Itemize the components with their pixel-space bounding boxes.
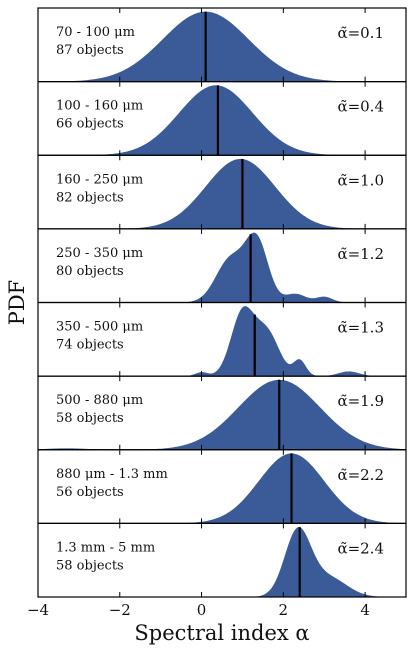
density-area — [38, 453, 406, 524]
panel-range-label: 880 μm - 1.3 mm — [56, 467, 168, 482]
density-area — [38, 85, 406, 156]
panel-median-label: α̃=1.9 — [337, 392, 384, 410]
panel-count-label: 66 objects — [56, 117, 124, 132]
panel-median-label: α̃=0.4 — [337, 98, 384, 116]
panel-count-label: 58 objects — [56, 411, 124, 426]
panel-range-label: 250 - 350 μm — [56, 246, 143, 261]
panel-range-label: 160 - 250 μm — [56, 172, 143, 187]
panel-range-label: 1.3 mm - 5 mm — [56, 540, 155, 555]
y-axis-label: PDF — [5, 280, 29, 326]
panel: 70 - 100 μm 87 objects α̃=0.1 — [37, 7, 407, 83]
panel-count-label: 58 objects — [56, 558, 124, 573]
panel-frame — [37, 522, 407, 598]
density-area — [38, 232, 406, 303]
panel-median-label: α̃=1.3 — [337, 319, 384, 337]
panel-count-label: 87 objects — [56, 43, 124, 58]
panel-range-label: 70 - 100 μm — [56, 25, 135, 40]
panel-count-label: 74 objects — [56, 338, 124, 353]
density-area — [38, 527, 406, 597]
density-area — [38, 11, 406, 82]
panel-median-label: α̃=2.4 — [337, 539, 384, 557]
panel: 100 - 160 μm 66 objects α̃=0.4 — [37, 81, 407, 156]
panel-range-label: 100 - 160 μm — [56, 99, 143, 114]
density-area — [38, 158, 406, 229]
x-axis-label: Spectral index α — [134, 621, 309, 645]
x-tick-label: 0 — [197, 601, 207, 619]
panel-range-label: 350 - 500 μm — [56, 320, 143, 335]
panel-count-label: 80 objects — [56, 264, 124, 279]
panel: 250 - 350 μm 80 objects α̃=1.2 — [37, 228, 407, 304]
panel: 880 μm - 1.3 mm 56 objects α̃=2.2 — [37, 449, 407, 524]
panel-count-label: 82 objects — [56, 190, 124, 205]
panel: 1.3 mm - 5 mm 58 objects α̃=2.4 — [37, 522, 407, 598]
panel: 500 - 880 μm 58 objects α̃=1.9 — [37, 375, 407, 451]
panel-range-label: 500 - 880 μm — [56, 393, 143, 408]
x-tick-label: 2 — [279, 601, 289, 619]
panel-median-label: α̃=2.2 — [337, 466, 384, 484]
panel-median-label: α̃=1.0 — [337, 171, 384, 189]
x-tick-label: 4 — [360, 601, 370, 619]
x-tick-label: −4 — [27, 601, 49, 619]
panel: 350 - 500 μm 74 objects α̃=1.3 — [37, 301, 407, 377]
x-tick-label: −2 — [109, 601, 131, 619]
density-area — [38, 379, 406, 450]
panel-median-label: α̃=0.1 — [337, 24, 384, 42]
panel: 160 - 250 μm 82 objects α̃=1.0 — [37, 154, 407, 230]
panel-count-label: 56 objects — [56, 485, 124, 500]
panel-median-label: α̃=1.2 — [337, 245, 384, 263]
